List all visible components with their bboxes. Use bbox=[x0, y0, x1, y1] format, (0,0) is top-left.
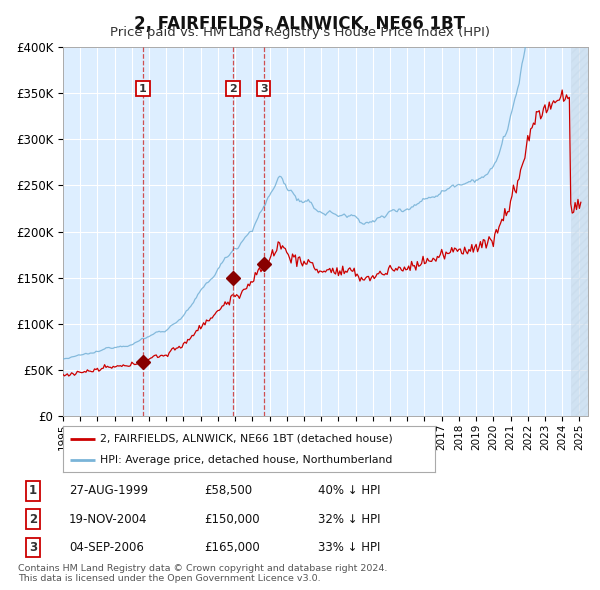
Text: 32% ↓ HPI: 32% ↓ HPI bbox=[318, 513, 380, 526]
Bar bbox=[571, 47, 588, 416]
Text: Contains HM Land Registry data © Crown copyright and database right 2024.
This d: Contains HM Land Registry data © Crown c… bbox=[18, 563, 388, 583]
Text: 04-SEP-2006: 04-SEP-2006 bbox=[69, 541, 144, 554]
Text: 2: 2 bbox=[29, 513, 37, 526]
Text: 2, FAIRFIELDS, ALNWICK, NE66 1BT: 2, FAIRFIELDS, ALNWICK, NE66 1BT bbox=[134, 15, 466, 33]
Text: 3: 3 bbox=[260, 84, 268, 94]
Text: £58,500: £58,500 bbox=[204, 484, 252, 497]
Text: 2, FAIRFIELDS, ALNWICK, NE66 1BT (detached house): 2, FAIRFIELDS, ALNWICK, NE66 1BT (detach… bbox=[100, 434, 393, 444]
Text: 1: 1 bbox=[139, 84, 147, 94]
Text: 1: 1 bbox=[29, 484, 37, 497]
Text: 27-AUG-1999: 27-AUG-1999 bbox=[69, 484, 148, 497]
Text: HPI: Average price, detached house, Northumberland: HPI: Average price, detached house, Nort… bbox=[100, 455, 392, 466]
Text: 33% ↓ HPI: 33% ↓ HPI bbox=[318, 541, 380, 554]
Text: £150,000: £150,000 bbox=[204, 513, 260, 526]
Text: 2: 2 bbox=[229, 84, 237, 94]
Text: Price paid vs. HM Land Registry's House Price Index (HPI): Price paid vs. HM Land Registry's House … bbox=[110, 26, 490, 39]
Text: 19-NOV-2004: 19-NOV-2004 bbox=[69, 513, 148, 526]
Text: 3: 3 bbox=[29, 541, 37, 554]
Text: £165,000: £165,000 bbox=[204, 541, 260, 554]
Text: 40% ↓ HPI: 40% ↓ HPI bbox=[318, 484, 380, 497]
